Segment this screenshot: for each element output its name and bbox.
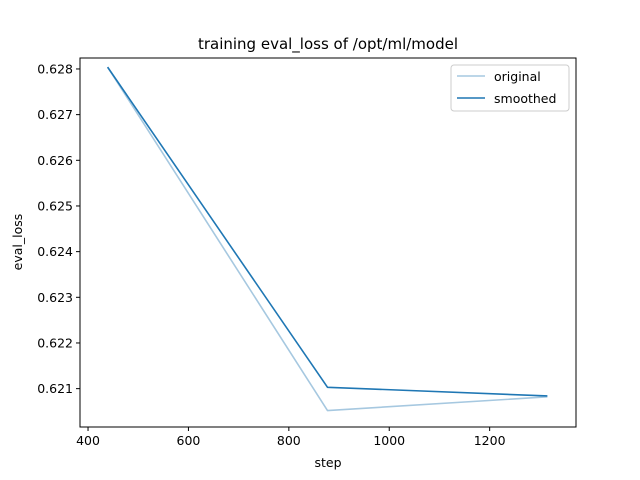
series-line-original [106, 66, 548, 412]
x-tick-label: 400 [76, 433, 100, 448]
x-tick-label: 800 [277, 433, 301, 448]
x-axis-label: step [314, 455, 341, 470]
axes-frame [79, 57, 577, 428]
y-tick-label: 0.627 [37, 107, 73, 122]
legend: original smoothed [450, 64, 570, 112]
x-tick-label: 1200 [474, 433, 506, 448]
legend-label-smoothed: smoothed [494, 91, 556, 106]
plot-lines [106, 66, 548, 412]
y-tick-label: 0.624 [37, 244, 73, 259]
x-tick-label: 1000 [373, 433, 405, 448]
y-axis-ticks: 0.621 0.622 0.623 0.624 0.625 0.626 0.627 0.628 [37, 61, 80, 396]
y-tick-label: 0.628 [37, 61, 73, 76]
y-tick-label: 0.625 [37, 198, 73, 213]
legend-label-original: original [494, 69, 541, 84]
y-tick-label: 0.626 [37, 153, 73, 168]
chart-title: training eval_loss of /opt/ml/model [198, 35, 458, 54]
x-axis-ticks: 400 600 800 1000 1200 [76, 427, 506, 448]
y-axis-label: eval_loss [10, 214, 25, 271]
series-line-smoothed [106, 66, 548, 397]
y-tick-label: 0.621 [37, 381, 73, 396]
x-tick-label: 600 [177, 433, 201, 448]
y-tick-label: 0.623 [37, 290, 73, 305]
y-tick-label: 0.622 [37, 335, 73, 350]
